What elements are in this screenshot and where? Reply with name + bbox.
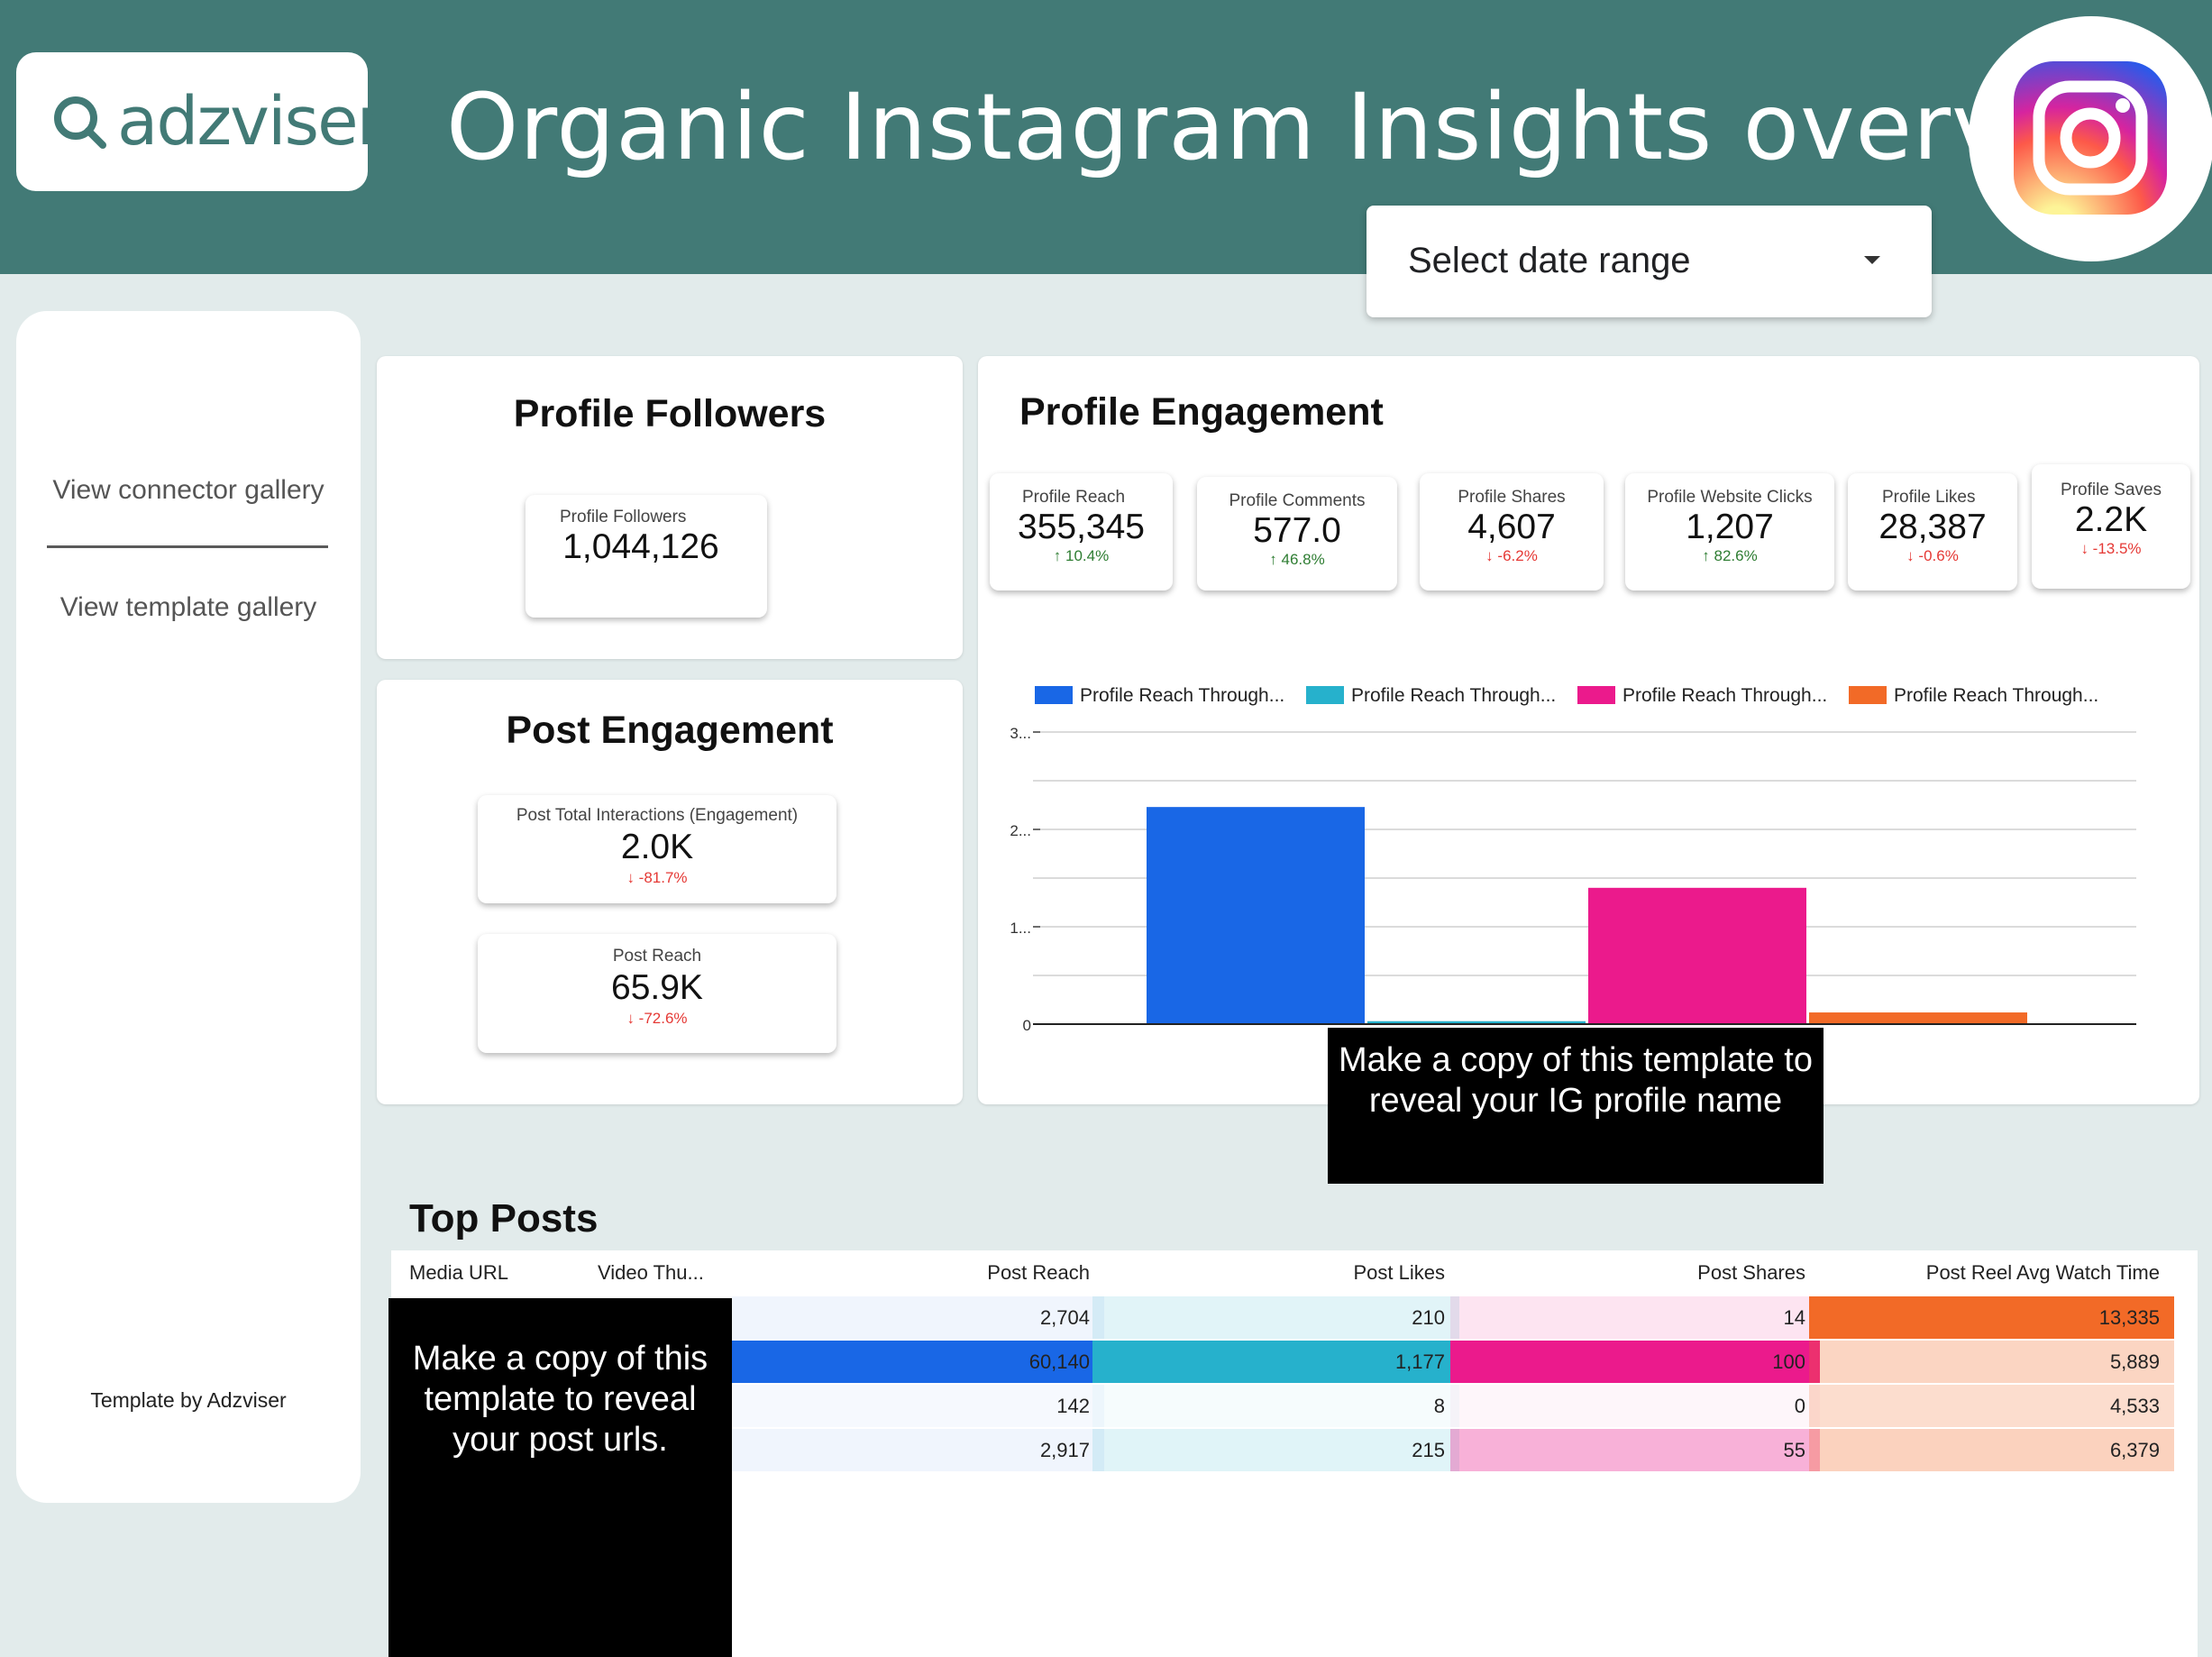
chevron-down-icon [1864,256,1880,264]
post-interactions-kpi[interactable]: Post Total Interactions (Engagement) 2.0… [478,795,836,903]
column-header-reel-watch-time[interactable]: Post Reel Avg Watch Time [1925,1261,2160,1284]
kpi-value: 1,044,126 [562,527,719,566]
post-likes-cell: 210 [1092,1296,1459,1339]
column-header-post-reach[interactable]: Post Reach [987,1261,1090,1284]
kpi-delta: ↓ -0.6% [1906,547,1959,564]
legend-item[interactable]: Profile Reach Through... [1849,685,2098,707]
post-shares-cell: 100 [1450,1341,1820,1383]
reel-watch-time-cell: 6,379 [1809,1429,2174,1471]
post-likes-cell: 215 [1092,1429,1459,1471]
post-reach-cell: 2,917 [732,1429,1104,1471]
kpi-value: 355,345 [1018,508,1145,546]
view-template-gallery-link[interactable]: View template gallery [59,592,317,622]
y-tick-label: 3... [1010,725,1031,742]
kpi-label: Profile Reach [1022,488,1126,507]
y-tick-label: 2... [1010,822,1031,839]
post-urls-redaction-overlay: Make a copy of this template to reveal y… [388,1298,732,1657]
top-posts-title: Top Posts [409,1196,599,1240]
kpi-value: 577.0 [1253,511,1341,550]
post-reach-cell: 60,140 [732,1341,1104,1383]
profile-comments-kpi[interactable]: Profile Comments 577.0 ↑ 46.8% [1197,477,1397,590]
post-likes-cell: 8 [1092,1385,1459,1427]
bar-4 [1809,1012,2027,1024]
profile-shares-kpi[interactable]: Profile Shares 4,607 ↓ -6.2% [1420,473,1604,590]
magnifier-logo-icon [54,96,106,149]
kpi-label: Profile Likes [1882,488,1976,507]
profile-reach-kpi[interactable]: Profile Reach 355,345 ↑ 10.4% [990,473,1173,590]
profile-saves-kpi[interactable]: Profile Saves 2.2K ↓ -13.5% [2032,464,2190,589]
kpi-label: Post Total Interactions (Engagement) [516,806,799,825]
reel-watch-time-cell: 13,335 [1809,1296,2174,1339]
kpi-label: Profile Website Clicks [1647,488,1813,507]
bar-1 [1147,807,1365,1024]
kpi-delta: ↓ -72.6% [626,1010,688,1027]
date-range-label: Select date range [1408,241,1691,280]
template-credit: Template by Adzviser [90,1388,287,1412]
legend-item[interactable]: Profile Reach Through... [1306,685,1556,707]
adzviser-logo[interactable]: adzviser [16,52,384,191]
header-bar: adzviser Organic Instagram Insights over… [0,0,2212,274]
post-shares-cell: 14 [1450,1296,1820,1339]
sidebar-divider [47,545,328,548]
profile-followers-card: Profile Followers Profile Followers 1,04… [377,356,963,659]
kpi-value: 4,607 [1467,508,1556,546]
kpi-value: 65.9K [611,968,703,1007]
profile-website-clicks-kpi[interactable]: Profile Website Clicks 1,207 ↑ 82.6% [1625,473,1834,590]
post-reach-kpi[interactable]: Post Reach 65.9K ↓ -72.6% [478,934,836,1053]
sidebar: View connector gallery View template gal… [16,311,361,1503]
view-connector-gallery-link[interactable]: View connector gallery [52,475,324,505]
reel-watch-time-cell: 5,889 [1809,1341,2174,1383]
kpi-label: Profile Followers [560,508,687,526]
post-engagement-card: Post Engagement Post Total Interactions … [377,680,963,1104]
legend-swatch [1035,686,1073,704]
kpi-delta: ↑ 10.4% [1053,547,1110,564]
profile-engagement-title: Profile Engagement [1019,390,1384,434]
profile-name-redaction-overlay: Make a copy of this template to reveal y… [1328,1028,1824,1184]
kpi-value: 1,207 [1686,508,1774,546]
logo-text: adzviser [117,83,384,160]
y-tick-label: 0 [1023,1017,1031,1034]
profile-reach-bar-chart: 0 1... 2... 3... [1010,725,2136,1034]
instagram-badge [1969,16,2212,261]
kpi-value: 28,387 [1878,508,1987,546]
legend-item[interactable]: Profile Reach Through... [1035,685,1284,707]
profile-followers-title: Profile Followers [513,392,827,435]
post-reach-cell: 2,704 [732,1296,1104,1339]
legend-swatch [1306,686,1344,704]
kpi-label: Profile Shares [1458,488,1566,507]
post-reach-cell: 142 [732,1385,1104,1427]
instagram-icon [2014,61,2167,215]
kpi-label: Post Reach [612,947,702,966]
profile-likes-kpi[interactable]: Profile Likes 28,387 ↓ -0.6% [1848,473,2017,590]
kpi-value: 2.0K [620,828,694,866]
date-range-selector[interactable]: Select date range [1367,206,1932,317]
column-header-media-url[interactable]: Media URL [409,1261,509,1284]
kpi-delta: ↑ 82.6% [1702,547,1758,564]
bar-3 [1588,887,1806,1024]
post-likes-cell: 1,177 [1092,1341,1459,1383]
profile-followers-kpi[interactable]: Profile Followers 1,044,126 [526,495,767,618]
legend-item[interactable]: Profile Reach Through... [1577,685,1827,707]
legend-swatch [1849,686,1887,704]
kpi-delta: ↓ -13.5% [2080,540,2142,557]
kpi-label: Profile Saves [2061,481,2162,499]
column-header-post-likes[interactable]: Post Likes [1353,1261,1446,1284]
column-header-video-thumbnail[interactable]: Video Thu... [598,1261,704,1284]
post-shares-cell: 55 [1450,1429,1820,1471]
bar-2 [1367,1021,1586,1024]
chart-legend: Profile Reach Through... Profile Reach T… [1035,685,2162,712]
kpi-delta: ↓ -81.7% [626,869,688,886]
reel-watch-time-cell: 4,533 [1809,1385,2174,1427]
post-shares-cell: 0 [1450,1385,1820,1427]
page-title: Organic Instagram Insights overview [446,74,2168,181]
post-engagement-title: Post Engagement [506,709,834,752]
kpi-value: 2.2K [2074,500,2148,539]
kpi-delta: ↓ -6.2% [1485,547,1538,564]
column-header-post-shares[interactable]: Post Shares [1697,1261,1805,1284]
y-tick-label: 1... [1010,920,1031,937]
kpi-label: Profile Comments [1229,491,1366,510]
legend-swatch [1577,686,1615,704]
kpi-delta: ↑ 46.8% [1269,551,1325,568]
